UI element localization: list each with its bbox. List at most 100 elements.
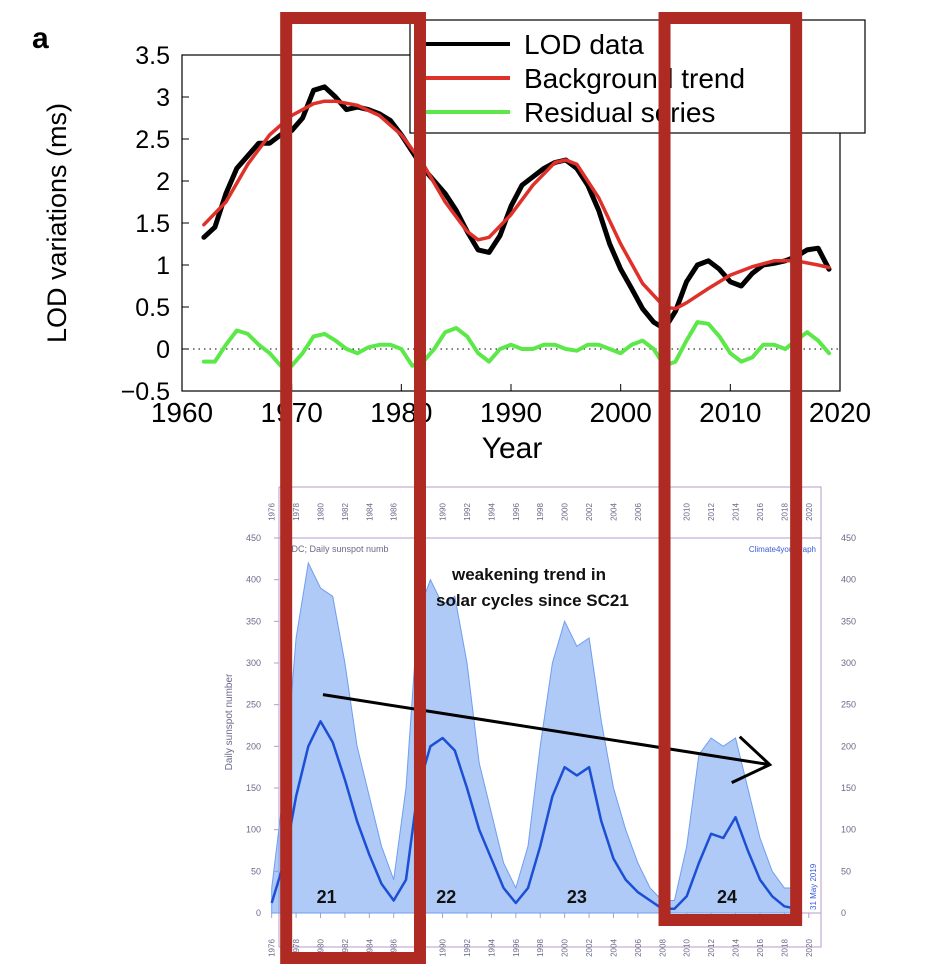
highlight-box <box>280 12 426 964</box>
sunspot-x-tick-label-top: 1980 <box>317 503 326 521</box>
lod-chart: 3.532.521.510.50−0.5 1960 1970 1980 1990 200… <box>42 19 871 465</box>
series-lod-data <box>201 84 832 332</box>
trend-arrow-shaft <box>322 693 770 767</box>
sunspot-x-tick-label-top: 2014 <box>732 503 741 521</box>
x-tick-label: 2010 <box>699 397 761 428</box>
sunspot-y-axis-label: Daily sunspot number <box>224 673 235 770</box>
sunspot-y-tick-label-left: 50 <box>251 866 261 876</box>
sunspot-y-tick-label-left: 350 <box>246 616 261 626</box>
trend-annotation-line1: weakening trend in <box>451 565 606 584</box>
sunspot-y-tick-label-right: 0 <box>841 908 846 918</box>
sunspot-x-tick-label-top: 2006 <box>634 503 643 521</box>
sunspot-x-tick-label-top: 1990 <box>439 503 448 521</box>
sunspot-x-tick-label-bottom: 2018 <box>780 939 789 957</box>
sunspot-x-tick-label-bottom: 1982 <box>341 939 350 957</box>
sunspot-x-tick-label-bottom: 1992 <box>463 939 472 957</box>
y-tick-label: 3.5 <box>135 42 170 70</box>
x-tick-label: 1990 <box>480 397 542 428</box>
sunspot-x-tick-label-top: 1996 <box>512 503 521 521</box>
sunspot-x-axis: 1976 1976 1978 1978 1980 1980 1982 1982 1984 1984… <box>268 503 814 957</box>
sunspot-x-tick-label-bottom: 2006 <box>634 939 643 957</box>
sunspot-x-tick-label-top: 2004 <box>609 503 618 521</box>
sunspot-x-tick-label-bottom: 2010 <box>683 939 692 957</box>
sunspot-y-tick-label-left: 100 <box>246 825 261 835</box>
y-tick-label: 0 <box>156 336 170 364</box>
highlight-box <box>658 12 803 926</box>
sunspot-y-tick-label-left: 200 <box>246 741 261 751</box>
series-smoothed-sunspot <box>270 720 797 911</box>
lod-y-axis-label: LOD variations (ms) <box>42 103 72 343</box>
sunspot-x-tick-label-bottom: 1978 <box>292 939 301 957</box>
sunspot-chart: 0 0 50 50 100 100 150 150 200 200 250 250 300 300 350 3… <box>224 486 856 957</box>
sunspot-x-tick-label-top: 1982 <box>341 503 350 521</box>
legend-label-trend: Background trend <box>524 63 745 94</box>
sunspot-x-tick-label-top: 1976 <box>268 503 277 521</box>
lod-legend: LOD data Background trend Residual serie… <box>409 19 866 134</box>
sunspot-x-tick-label-bottom: 2002 <box>585 939 594 957</box>
sunspot-x-tick-label-top: 2020 <box>805 503 814 521</box>
sunspot-x-tick-label-top: 2012 <box>707 503 716 521</box>
lod-x-axis-label: Year <box>482 432 543 465</box>
y-tick-label: −0.5 <box>121 378 170 406</box>
x-tick-label: 2000 <box>590 397 652 428</box>
trend-arrow-head <box>731 735 773 785</box>
cycle-label: 21 <box>317 887 337 907</box>
series-background-trend <box>202 99 831 311</box>
sunspot-x-tick-label-top: 2000 <box>561 503 570 521</box>
x-tick-label: 2020 <box>809 397 871 428</box>
sunspot-x-tick-label-top: 1992 <box>463 503 472 521</box>
sunspot-y-tick-label-right: 300 <box>841 658 856 668</box>
sunspot-x-tick-label-top: 2010 <box>683 503 692 521</box>
sunspot-y-tick-label-right: 50 <box>841 866 851 876</box>
sunspot-x-tick-label-bottom: 1996 <box>512 939 521 957</box>
sunspot-x-tick-label-bottom: 2016 <box>756 939 765 957</box>
cycle-label: 23 <box>567 887 587 907</box>
y-tick-label: 2 <box>156 168 170 196</box>
lod-y-axis: 3.5 3 2.5 2 1.5 1 0.5 0 −0.5 <box>121 42 189 406</box>
sunspot-x-tick-label-bottom: 2000 <box>561 939 570 957</box>
sunspot-source-label: SIDC; Daily sunspot numb <box>283 544 389 554</box>
sunspot-x-tick-label-top: 2002 <box>585 503 594 521</box>
sunspot-x-tick-label-top: 2016 <box>756 503 765 521</box>
legend-label-lod: LOD data <box>524 29 644 60</box>
cycle-label: 22 <box>436 887 456 907</box>
trend-annotation: weakening trend in solar cycles since SC… <box>436 565 629 610</box>
x-tick-label: 1960 <box>151 397 213 428</box>
highlight-boxes <box>280 12 803 964</box>
trend-arrow <box>322 693 773 785</box>
sunspot-series-group <box>270 561 798 914</box>
sunspot-y-tick-label-right: 450 <box>841 533 856 543</box>
sunspot-x-tick-label-bottom: 1986 <box>390 939 399 957</box>
sunspot-y-axis: 0 0 50 50 100 100 150 150 200 200 250 250 300 300 350 3… <box>246 533 856 918</box>
sunspot-x-tick-label-bottom: 2012 <box>707 939 716 957</box>
lod-series-group <box>201 84 832 368</box>
y-tick-label: 3 <box>156 84 170 112</box>
series-daily-sunspot <box>271 561 798 914</box>
sunspot-date-label: 31 May 2019 <box>809 863 818 910</box>
sunspot-x-tick-label-bottom: 1994 <box>487 939 496 957</box>
sunspot-x-tick-label-bottom: 1980 <box>317 939 326 957</box>
series-residual <box>201 320 831 368</box>
sunspot-x-tick-label-top: 1978 <box>292 503 301 521</box>
sunspot-x-tick-label-bottom: 2004 <box>609 939 618 957</box>
sunspot-y-tick-label-right: 400 <box>841 575 856 585</box>
sunspot-y-tick-label-left: 0 <box>256 908 261 918</box>
trend-annotation-line2: solar cycles since SC21 <box>436 591 629 610</box>
cycle-label: 24 <box>717 887 737 907</box>
sunspot-y-tick-label-left: 450 <box>246 533 261 543</box>
sunspot-x-tick-label-top: 2018 <box>780 503 789 521</box>
sunspot-x-tick-label-top: 1984 <box>365 503 374 521</box>
y-tick-label: 0.5 <box>135 294 170 322</box>
sunspot-y-tick-label-left: 250 <box>246 700 261 710</box>
sunspot-y-tick-label-left: 400 <box>246 575 261 585</box>
sunspot-x-tick-label-bottom: 2020 <box>805 939 814 957</box>
sunspot-y-tick-label-right: 100 <box>841 825 856 835</box>
sunspot-y-tick-label-right: 200 <box>841 741 856 751</box>
sunspot-y-tick-label-left: 300 <box>246 658 261 668</box>
panel-label: a <box>32 22 49 55</box>
sunspot-x-tick-label-bottom: 2014 <box>732 939 741 957</box>
sunspot-y-tick-label-left: 150 <box>246 783 261 793</box>
y-tick-label: 1.5 <box>135 210 170 238</box>
sunspot-x-tick-label-top: 1986 <box>390 503 399 521</box>
